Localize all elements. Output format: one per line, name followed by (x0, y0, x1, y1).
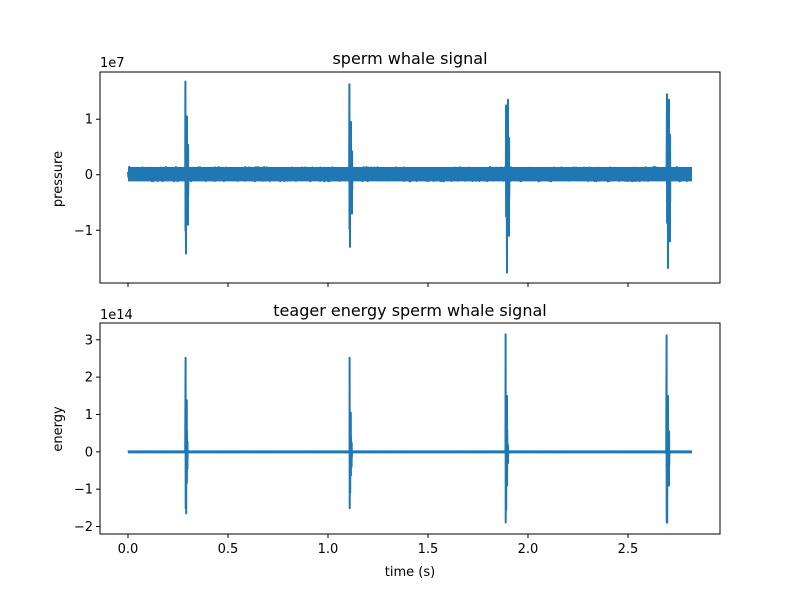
energy-axes-frame (99, 322, 721, 535)
pressure-noise-band (128, 166, 692, 182)
energy-ytick-label: 2 (85, 371, 93, 386)
energy-xtick-label: 2.5 (618, 542, 639, 557)
energy-subplot: teager energy sperm whale signal 1e14 en… (51, 301, 721, 580)
pressure-axes-frame (99, 71, 721, 284)
pressure-y-axis-label: pressure (51, 151, 66, 207)
energy-ytick-label: −1 (74, 483, 93, 498)
energy-xtick-label: 1.5 (418, 542, 439, 557)
pressure-ytick-label: 1 (85, 113, 93, 128)
time-x-axis-label: time (s) (385, 565, 435, 580)
energy-xtick-label: 0.5 (218, 542, 239, 557)
energy-ytick-label: 1 (85, 408, 93, 423)
energy-ticks: −2 −1 0 1 2 3 0.0 0.5 1.0 1.5 2.0 2.5 (74, 333, 639, 557)
pressure-ytick-label: 0 (85, 168, 93, 183)
pressure-offset-text: 1e7 (100, 56, 125, 71)
energy-plot-area (127, 333, 693, 524)
energy-ytick-label: 0 (85, 445, 93, 460)
pressure-subplot: sperm whale signal 1e7 pressure −1 0 1 (51, 49, 721, 287)
pressure-ytick-label: −1 (74, 224, 93, 239)
energy-xtick-label: 1.0 (318, 542, 339, 557)
pressure-chart-title: sperm whale signal (332, 49, 487, 68)
energy-xtick-label: 0.0 (118, 542, 139, 557)
pressure-plot-area (127, 80, 693, 274)
energy-y-axis-label: energy (51, 406, 66, 452)
energy-xtick-label: 2.0 (518, 542, 539, 557)
energy-chart-title: teager energy sperm whale signal (273, 301, 546, 320)
energy-ytick-label: 3 (85, 333, 93, 348)
energy-offset-text: 1e14 (100, 308, 133, 323)
energy-ytick-label: −2 (74, 520, 93, 535)
pressure-ticks: −1 0 1 (74, 113, 629, 287)
